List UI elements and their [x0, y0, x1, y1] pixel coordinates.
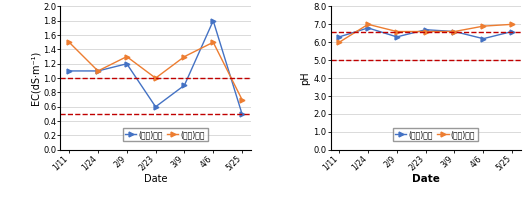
- (급액)전북: [210, 19, 216, 22]
- (급액)전북: [393, 36, 400, 38]
- Y-axis label: EC(dS·m⁻¹): EC(dS·m⁻¹): [31, 51, 41, 105]
- (배액)전북: [181, 55, 188, 58]
- (배액)전북: [153, 77, 159, 79]
- Line: (급액)전북: (급액)전북: [337, 25, 514, 41]
- (배액)전북: [336, 41, 342, 44]
- (배액)전북: [393, 30, 400, 33]
- Legend: (급액)전북, (배액)전북: (급액)전북, (배액)전북: [123, 128, 208, 141]
- (급액)전북: [422, 28, 429, 31]
- (급액)전북: [153, 106, 159, 108]
- (급액)전북: [451, 30, 458, 33]
- Y-axis label: pH: pH: [300, 71, 310, 85]
- Line: (급액)전북: (급액)전북: [67, 18, 245, 116]
- (급액)전북: [124, 62, 130, 65]
- (배액)전북: [509, 23, 515, 26]
- (급액)전북: [95, 70, 101, 72]
- Legend: (급액)전북, (배액)전북: (급액)전북, (배액)전북: [393, 128, 478, 141]
- (배액)전북: [480, 25, 487, 27]
- (배액)전북: [210, 41, 216, 44]
- (급액)전북: [181, 84, 188, 87]
- X-axis label: Date: Date: [144, 174, 167, 184]
- Line: (배액)전북: (배액)전북: [67, 40, 245, 102]
- (배액)전북: [365, 23, 371, 26]
- (급액)전북: [509, 30, 515, 33]
- Line: (배액)전북: (배액)전북: [337, 22, 514, 45]
- (배액)전북: [124, 55, 130, 58]
- (배액)전북: [451, 30, 458, 33]
- (배액)전북: [239, 98, 245, 101]
- (배액)전북: [422, 30, 429, 33]
- (배액)전북: [95, 70, 101, 72]
- (급액)전북: [480, 37, 487, 40]
- (급액)전북: [239, 113, 245, 115]
- (배액)전북: [66, 41, 72, 44]
- (급액)전북: [365, 27, 371, 29]
- X-axis label: Date: Date: [412, 174, 440, 184]
- (급액)전북: [336, 36, 342, 38]
- (급액)전북: [66, 70, 72, 72]
